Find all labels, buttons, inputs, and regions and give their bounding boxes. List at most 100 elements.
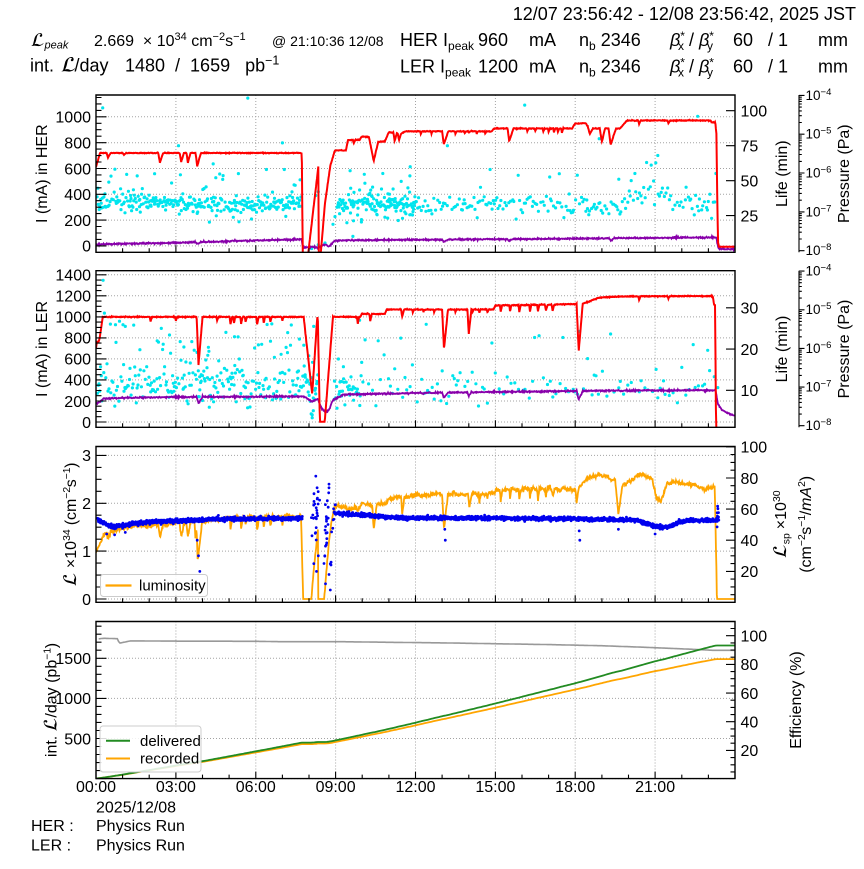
svg-text:Physics Run: Physics Run	[96, 838, 185, 855]
svg-text:1400: 1400	[55, 268, 91, 285]
svg-text:β*​x / β*​y: β*​x / β*​y	[669, 55, 714, 79]
svg-text:int.: int.	[44, 736, 61, 757]
svg-text:600: 600	[64, 352, 91, 369]
svg-text:40: 40	[741, 715, 759, 732]
svg-text:00:00: 00:00	[76, 779, 116, 796]
svg-text:400: 400	[64, 187, 91, 204]
svg-text:nb​ 2346: nb​ 2346	[579, 56, 641, 79]
svg-text:80: 80	[741, 657, 759, 674]
svg-text:int.: int.	[30, 56, 54, 76]
svg-text:−1: −1	[62, 467, 73, 479]
svg-text:60: 60	[733, 30, 753, 50]
svg-text:Pressure (Pa): Pressure (Pa)	[836, 300, 853, 399]
svg-text:luminosity: luminosity	[139, 578, 206, 595]
svg-text:peak: peak	[44, 40, 69, 52]
svg-text:−2: −2	[62, 487, 73, 499]
svg-text:−1: −1	[42, 648, 53, 660]
svg-text:−1: −1	[797, 515, 808, 527]
svg-text:18:00: 18:00	[555, 779, 595, 796]
svg-text:2025/12/08: 2025/12/08	[96, 799, 176, 816]
svg-text:60: 60	[741, 502, 759, 519]
svg-text:75: 75	[741, 139, 759, 156]
svg-text:15:00: 15:00	[475, 779, 515, 796]
svg-text:(cm: (cm	[63, 499, 80, 526]
svg-text:1500: 1500	[55, 651, 91, 668]
svg-text:HER :: HER :	[31, 818, 74, 835]
svg-text:/ 1: / 1	[768, 30, 788, 50]
svg-text:): )	[63, 463, 80, 468]
svg-text:0: 0	[82, 592, 91, 609]
svg-text:): )	[44, 643, 61, 648]
svg-text:1: 1	[82, 544, 91, 561]
svg-text:2: 2	[82, 496, 91, 513]
svg-text:60: 60	[733, 56, 753, 76]
svg-text:Pressure (Pa): Pressure (Pa)	[836, 124, 853, 223]
svg-text:30: 30	[772, 490, 783, 502]
svg-text:): )	[798, 476, 815, 481]
svg-text:/day: /day	[75, 56, 109, 76]
svg-text:20: 20	[741, 564, 759, 581]
svg-text:06:00: 06:00	[236, 779, 276, 796]
svg-text:I (mA) in LER: I (mA) in LER	[34, 301, 51, 397]
svg-text:10: 10	[741, 383, 759, 400]
svg-text:×10: ×10	[63, 541, 80, 568]
svg-text:200: 200	[64, 213, 91, 230]
svg-text:(cm: (cm	[798, 546, 815, 573]
svg-text:0: 0	[82, 415, 91, 432]
svg-text:Life (min): Life (min)	[774, 140, 791, 207]
svg-text:Efficiency (%): Efficiency (%)	[788, 651, 805, 749]
svg-text:20: 20	[741, 342, 759, 359]
svg-text:delivered: delivered	[140, 733, 201, 750]
svg-text:960: 960	[478, 30, 508, 50]
svg-text:60: 60	[741, 686, 759, 703]
svg-text:100: 100	[741, 629, 768, 646]
svg-text:nb​ 2346: nb​ 2346	[579, 30, 641, 53]
svg-text:3: 3	[82, 448, 91, 465]
svg-text:s: s	[63, 479, 80, 487]
svg-text:2: 2	[797, 481, 808, 487]
svg-text:1000: 1000	[55, 110, 91, 127]
svg-text:800: 800	[64, 331, 91, 348]
svg-text:/ 1: / 1	[768, 56, 788, 76]
svg-text:1200: 1200	[478, 56, 518, 76]
svg-text:1480 / 1659 pb−1​: 1480 / 1659 pb−1​	[125, 54, 279, 76]
svg-text:mA: mA	[798, 487, 815, 511]
svg-text:200: 200	[64, 394, 91, 411]
svg-text:600: 600	[64, 161, 91, 178]
svg-text:@ 21:10:36 12/08: @ 21:10:36 12/08	[272, 33, 384, 49]
svg-text:mA: mA	[529, 30, 556, 50]
svg-text:0: 0	[82, 239, 91, 256]
svg-text:recorded: recorded	[140, 751, 199, 768]
svg-text:20: 20	[741, 743, 759, 760]
svg-text:Physics Run: Physics Run	[96, 818, 185, 835]
svg-text:mm: mm	[818, 30, 848, 50]
svg-text:40: 40	[741, 533, 759, 550]
svg-text:s: s	[798, 527, 815, 535]
svg-text:03:00: 03:00	[156, 779, 196, 796]
svg-text:100: 100	[741, 104, 768, 121]
svg-text:800: 800	[64, 136, 91, 153]
svg-text:mm: mm	[818, 56, 848, 76]
svg-text:34: 34	[62, 529, 73, 541]
svg-text:1200: 1200	[55, 289, 91, 306]
svg-text:21:00: 21:00	[635, 779, 675, 796]
svg-text:500: 500	[64, 731, 91, 748]
svg-text:β*​x / β*​y: β*​x / β*​y	[669, 29, 714, 53]
svg-text:09:00: 09:00	[316, 779, 356, 796]
svg-text:×10: ×10	[773, 502, 790, 529]
svg-text:/: /	[798, 510, 815, 515]
svg-text:2.669 × 1034​ cm−2​s−1​: 2.669 × 1034​ cm−2​s−1​	[94, 31, 246, 50]
svg-text:sp: sp	[782, 533, 793, 544]
svg-text:100: 100	[741, 440, 768, 457]
svg-text:1000: 1000	[55, 691, 91, 708]
svg-text:400: 400	[64, 373, 91, 390]
svg-text:12/07 23:56:42 - 12/08 23:56:4: 12/07 23:56:42 - 12/08 23:56:42, 2025 JS…	[513, 4, 856, 24]
svg-text:Life (min): Life (min)	[774, 316, 791, 383]
svg-text:I (mA) in HER: I (mA) in HER	[34, 124, 51, 223]
svg-text:−2: −2	[797, 534, 808, 546]
svg-text:50: 50	[741, 174, 759, 191]
svg-text:mA: mA	[529, 56, 556, 76]
svg-text:25: 25	[741, 208, 759, 225]
svg-text:/day (pb: /day (pb	[44, 660, 61, 718]
svg-text:12:00: 12:00	[395, 779, 435, 796]
